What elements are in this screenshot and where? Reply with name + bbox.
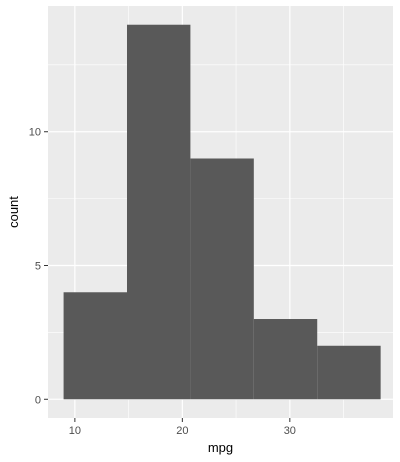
bars xyxy=(63,24,381,400)
x-axis: 10 20 30 xyxy=(69,418,296,437)
y-axis-title: count xyxy=(6,196,21,228)
histogram-bar xyxy=(317,345,381,400)
x-tick-label: 20 xyxy=(176,425,188,437)
x-tick-label: 30 xyxy=(284,425,296,437)
y-tick-label: 5 xyxy=(35,261,41,273)
histogram-bar xyxy=(253,319,318,400)
histogram-bar xyxy=(126,24,191,400)
x-axis-title: mpg xyxy=(208,440,233,455)
histogram-bar xyxy=(190,158,254,400)
histogram-bar xyxy=(63,292,127,400)
y-axis: 0 5 10 xyxy=(29,127,48,406)
x-tick-label: 10 xyxy=(69,425,81,437)
y-tick-label: 0 xyxy=(35,394,41,406)
y-tick-label: 10 xyxy=(29,127,41,139)
